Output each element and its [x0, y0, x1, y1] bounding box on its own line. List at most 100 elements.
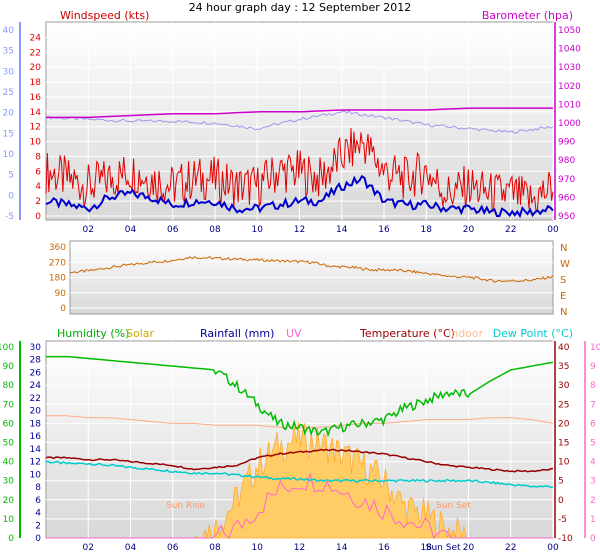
- uv-line: [46, 473, 553, 540]
- uv-tick-label: 10: [590, 343, 600, 353]
- barometer-tick-label: 1010: [558, 100, 581, 110]
- temp-panel-legend: Humidity (%) Solar Rainfall (mm) UV Temp…: [57, 327, 573, 340]
- rainfall-tick-label: 0: [35, 534, 41, 544]
- rainfall-tick-label: 16: [30, 432, 42, 442]
- windspeed-tick-label: 10: [30, 138, 42, 148]
- rainfall-tick-label: 10: [30, 470, 42, 480]
- uv-tick-label: 8: [590, 381, 596, 391]
- windspeed-tick-label: 6: [35, 167, 41, 177]
- secondary-tick-label: 20: [3, 109, 15, 119]
- humidity-tick-label: 100: [0, 343, 14, 353]
- rainfall-tick-label: 14: [30, 445, 42, 455]
- uv-tick-label: 9: [590, 362, 596, 372]
- temperature-label: Temperature (°C): [359, 327, 455, 340]
- x-tick-label: 04: [125, 543, 137, 553]
- windspeed-tick-label: 8: [35, 152, 41, 162]
- uv-tick-label: 5: [590, 439, 596, 449]
- direction-axis-ticks: 0 90 180 270 360: [49, 243, 66, 314]
- barometer-axis-ticks: 950 960 970 980 990 1000 1010 1020 1030 1040 1050: [554, 22, 581, 222]
- humidity-tick-label: 20: [3, 496, 15, 506]
- dewpoint-label: Dew Point (°C): [493, 327, 573, 340]
- barometer-tick-label: 1000: [558, 119, 581, 129]
- uv-tick-label: 1: [590, 515, 596, 525]
- barometer-line: [46, 107, 553, 119]
- uv-tick-label: 2: [590, 496, 596, 506]
- secondary-tick-label: 0: [8, 191, 14, 201]
- sunrise-label: Sun Rise: [166, 501, 205, 511]
- humidity-tick-label: 0: [8, 534, 14, 544]
- x-tick-label: Sun Set: [426, 543, 461, 553]
- uv-tick-label: 7: [590, 400, 596, 410]
- x-tick-label: 18: [421, 543, 433, 553]
- rainfall-label: Rainfall (mm): [200, 327, 274, 340]
- barometer-tick-label: 960: [558, 193, 575, 203]
- windspeed-axis-label: Windspeed (kts): [60, 9, 149, 22]
- secondary-tick-label: 30: [3, 67, 15, 77]
- compass-label: E: [560, 291, 566, 302]
- chart-title: 24 hour graph day : 12 September 2012: [189, 1, 412, 14]
- rainfall-tick-label: 20: [30, 407, 42, 417]
- x-tick-label: 20: [463, 225, 475, 235]
- humidity-tick-label: 90: [3, 362, 15, 372]
- barometer-tick-label: 1040: [558, 45, 581, 55]
- temperature-tick-label: 0: [558, 496, 564, 506]
- x-tick-label: 14: [336, 225, 348, 235]
- previous-barometer-line: [45, 110, 554, 134]
- rainfall-tick-label: 4: [35, 509, 41, 519]
- rainfall-tick-label: 24: [30, 381, 42, 391]
- humidity-tick-label: 70: [3, 400, 15, 410]
- rainfall-tick-label: 30: [30, 343, 42, 353]
- rainfall-tick-label: 18: [30, 419, 42, 429]
- barometer-tick-label: 980: [558, 156, 575, 166]
- windspeed-tick-label: 0: [35, 212, 41, 222]
- temperature-tick-label: 20: [558, 419, 570, 429]
- barometer-tick-label: 950: [558, 212, 575, 222]
- x-tick-label: 08: [209, 543, 221, 553]
- x-tick-label: 08: [209, 225, 221, 235]
- uv-tick-label: 4: [590, 458, 596, 468]
- windspeed-tick-label: 22: [30, 48, 41, 58]
- humidity-tick-label: 80: [3, 381, 15, 391]
- humidity-axis-ticks: 0 10 20 30 40 50 60 70 80 90 100: [0, 341, 21, 544]
- temperature-line: [45, 448, 554, 473]
- indoor-label: Indoor: [448, 327, 484, 340]
- windspeed-tick-label: 4: [35, 182, 41, 192]
- x-tick-label: 14: [336, 543, 348, 553]
- barometer-axis-label: Barometer (hpa): [482, 9, 573, 22]
- windspeed-tick-label: 14: [30, 108, 42, 118]
- barometer-tick-label: 1050: [558, 26, 581, 36]
- x-tick-label: 18: [421, 225, 433, 235]
- x-tick-label: 22: [505, 543, 516, 553]
- uv-tick-label: 6: [590, 419, 596, 429]
- direction-tick-label: 180: [49, 274, 66, 284]
- temperature-tick-label: 40: [558, 343, 570, 353]
- wind-direction-line: [69, 256, 554, 283]
- humidity-tick-label: 30: [3, 477, 15, 487]
- humidity-tick-label: 60: [3, 419, 15, 429]
- temperature-tick-label: 25: [558, 400, 569, 410]
- humidity-line: [46, 355, 554, 438]
- windspeed-tick-label: 24: [30, 33, 42, 43]
- uv-tick-label: 0: [590, 534, 596, 544]
- solar-label: Solar: [126, 327, 155, 340]
- temperature-tick-label: 35: [558, 362, 569, 372]
- barometer-tick-label: 970: [558, 175, 575, 185]
- x-tick-label: 02: [83, 543, 94, 553]
- temperature-tick-label: 5: [558, 477, 564, 487]
- x-tick-label: 00: [547, 225, 559, 235]
- secondary-tick-label: 40: [3, 26, 15, 36]
- temperature-humidity-panel: Humidity (%) Solar Rainfall (mm) UV Temp…: [0, 327, 600, 553]
- humidity-tick-label: 40: [3, 458, 15, 468]
- temperature-axis-ticks: -10 -5 0 5 10 15 20 25 30 35 40: [554, 341, 573, 544]
- wind-barometer-panel: Windspeed (kts) Barometer (hpa) 02468101…: [3, 9, 582, 235]
- secondary-tick-label: -5: [5, 212, 14, 222]
- direction-tick-label: 270: [49, 258, 66, 268]
- barometer-tick-label: 1030: [558, 63, 581, 73]
- x-tick-label: 00: [547, 543, 559, 553]
- rainfall-tick-label: 8: [35, 483, 41, 493]
